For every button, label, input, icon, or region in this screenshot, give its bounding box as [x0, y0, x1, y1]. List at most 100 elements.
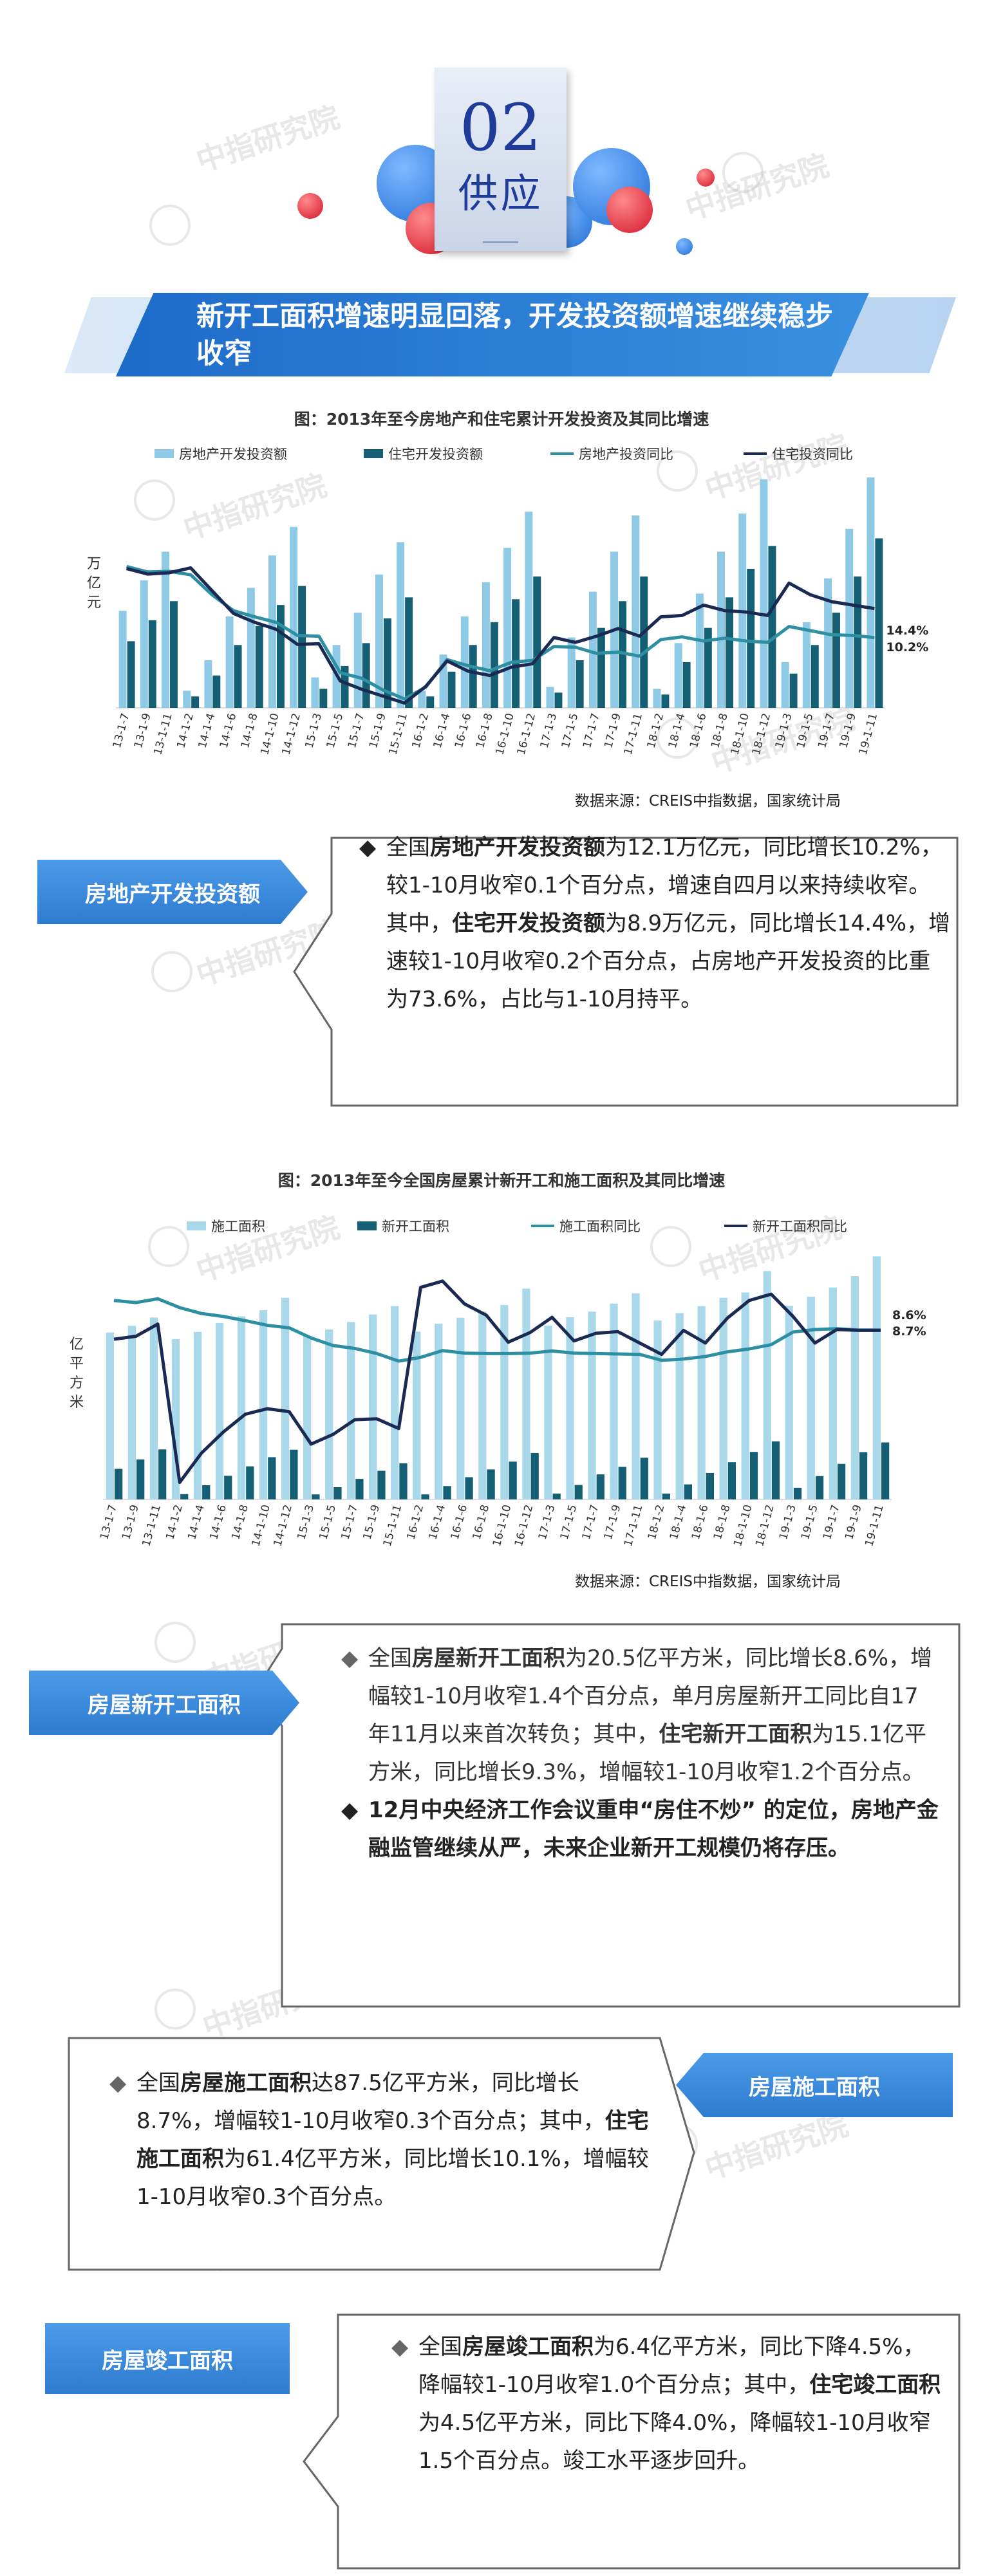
- bar-residential-investment: [298, 586, 306, 708]
- bar-new-construction-area: [399, 1463, 408, 1499]
- bar-total-investment: [311, 677, 319, 708]
- bar-new-construction-area: [487, 1469, 495, 1499]
- chart-legend: 施工面积 新开工面积 施工面积同比 新开工面积同比: [0, 1216, 1003, 1236]
- bar-residential-investment: [191, 696, 200, 708]
- bar-total-investment: [397, 542, 405, 708]
- bar-residential-investment: [255, 625, 263, 708]
- bar-residential-investment: [490, 622, 498, 708]
- x-tick-label: 13-1-7: [98, 1503, 120, 1541]
- bullet-icon: ◆: [341, 1797, 359, 1823]
- bar-construction-area: [544, 1325, 552, 1499]
- bar-total-investment: [183, 690, 191, 708]
- bar-new-construction-area: [530, 1452, 539, 1499]
- bar-construction-area: [435, 1323, 443, 1499]
- bar-total-investment: [695, 593, 704, 708]
- x-tick-label: 14-1-10: [250, 1503, 273, 1548]
- bar-construction-area: [347, 1322, 355, 1499]
- x-tick-label: 17-1-9: [602, 712, 624, 750]
- banner: [116, 293, 869, 376]
- bar-total-investment: [588, 591, 597, 708]
- bar-construction-area: [675, 1313, 684, 1499]
- bar-new-construction-area: [684, 1484, 692, 1499]
- bar-residential-investment: [682, 662, 691, 708]
- x-tick-label: 19-1-11: [863, 1503, 886, 1548]
- x-tick-label: 16-1-2: [409, 712, 431, 750]
- bar-total-investment: [867, 477, 875, 708]
- watermark: 中指研究院: [192, 99, 344, 179]
- decor-ball: [297, 193, 323, 219]
- bar-residential-investment: [447, 671, 456, 708]
- bar-new-construction-area: [290, 1449, 298, 1499]
- bar-total-investment: [546, 687, 554, 708]
- bar-total-investment: [525, 512, 533, 708]
- watermark-logo: [657, 718, 698, 759]
- x-tick-label: 15-1-9: [367, 712, 389, 750]
- legend-swatch: [724, 1225, 747, 1227]
- x-tick-label: 15-1-7: [339, 1503, 361, 1541]
- bar-total-investment: [482, 582, 490, 708]
- series-line-residential-yoy: [126, 566, 875, 705]
- investment-chart: 13-1-7 13-1-913-1-11 14-1-2 14-1-4 14-1-6 14-…: [111, 477, 928, 756]
- text-frame: [256, 1623, 961, 2008]
- bar-new-construction-area: [268, 1457, 276, 1499]
- decor-ball: [697, 169, 715, 187]
- legend-item: 施工面积同比: [531, 1216, 641, 1236]
- legend-item: 新开工面积: [357, 1216, 449, 1236]
- x-tick-label: 14-1-6: [207, 1503, 229, 1541]
- x-tick-label: 15-1-3: [295, 1503, 317, 1541]
- bar-residential-investment: [426, 696, 435, 708]
- legend-item: 房地产投资同比: [550, 444, 673, 463]
- x-tick-label: 17-1-9: [602, 1503, 624, 1541]
- x-tick-label: 13-1-11: [140, 1503, 163, 1548]
- bullet-icon: ◆: [109, 2070, 127, 2096]
- x-tick-label: 18-1-4: [668, 1503, 689, 1541]
- x-tick-label: 18-1-12: [753, 1503, 776, 1548]
- chart-title: 图：2013年至今全国房屋累计新开工和施工面积及其同比增速: [277, 1171, 726, 1190]
- bar-new-construction-area: [443, 1486, 451, 1499]
- bar-construction-area: [741, 1292, 749, 1499]
- text-run: 为4.5亿平方米，同比下降4.0%，降幅较1-10月收窄1.5个百分点。竣工水平…: [418, 2410, 931, 2474]
- area-chart: 13-1-7 13-1-913-1-11 14-1-2 14-1-4 14-1-6 14-…: [98, 1256, 926, 1548]
- bar-total-investment: [375, 574, 383, 708]
- x-tick-label: 19-1-5: [794, 712, 816, 750]
- x-tick-label: 18-1-6: [688, 712, 709, 750]
- bar-new-construction-area: [815, 1476, 824, 1499]
- x-tick-label: 14-1-8: [229, 1503, 251, 1541]
- legend-swatch: [550, 452, 574, 455]
- x-tick-label: 16-1-10: [491, 1503, 514, 1548]
- bar-construction-area: [872, 1256, 881, 1499]
- section-word: 供应: [458, 170, 543, 217]
- x-tick-label: 17-1-11: [622, 1503, 645, 1548]
- text-run: 为12.1万亿元，同比增长10.2%，较1-10月收窄0.1个百分点，增速自四月…: [386, 835, 942, 936]
- text-run: 为61.4亿平方米，同比增长10.1%，增幅较1-10月收窄0.3个百分点。: [136, 2146, 649, 2210]
- section-number: 02: [459, 90, 542, 165]
- legend-label: 房地产开发投资额: [179, 447, 287, 462]
- bar-new-construction-area: [706, 1473, 715, 1499]
- x-tick-label: 18-1-8: [711, 1503, 733, 1541]
- bar-total-investment: [140, 580, 148, 708]
- section-tag-completion: 房屋竣工面积: [45, 2323, 290, 2394]
- x-tick-label: 14-1-2: [164, 1503, 185, 1541]
- bar-new-construction-area: [246, 1466, 254, 1499]
- bar-construction-area: [632, 1293, 640, 1499]
- bar-residential-investment: [383, 618, 391, 708]
- x-tick-label: 14-1-6: [218, 712, 239, 750]
- bar-construction-area: [763, 1271, 771, 1499]
- x-tick-label: 19-1-3: [777, 1503, 799, 1541]
- bar-new-construction-area: [180, 1494, 189, 1499]
- bar-residential-investment: [212, 675, 221, 708]
- text-run: 为8.9万亿元，同比增长14.4%，增速较1-10月收窄0.2个百分点，占房地产…: [386, 911, 951, 1012]
- x-tick-label: 17-1-11: [622, 712, 645, 756]
- bar-total-investment: [290, 526, 298, 708]
- legend-label: 施工面积同比: [559, 1219, 641, 1234]
- chart-legend: 房地产开发投资额 住宅开发投资额 房地产投资同比 住宅投资同比: [0, 444, 1003, 463]
- bar-residential-investment: [405, 597, 413, 708]
- bar-construction-area: [850, 1276, 859, 1499]
- bar-construction-area: [588, 1311, 596, 1499]
- bar-construction-area: [215, 1322, 224, 1499]
- bar-residential-investment: [533, 576, 541, 708]
- bar-construction-area: [259, 1310, 268, 1499]
- bar-construction-area: [303, 1335, 312, 1499]
- x-tick-label: 16-1-12: [512, 1503, 536, 1548]
- x-tick-label: 15-1-11: [381, 1503, 404, 1548]
